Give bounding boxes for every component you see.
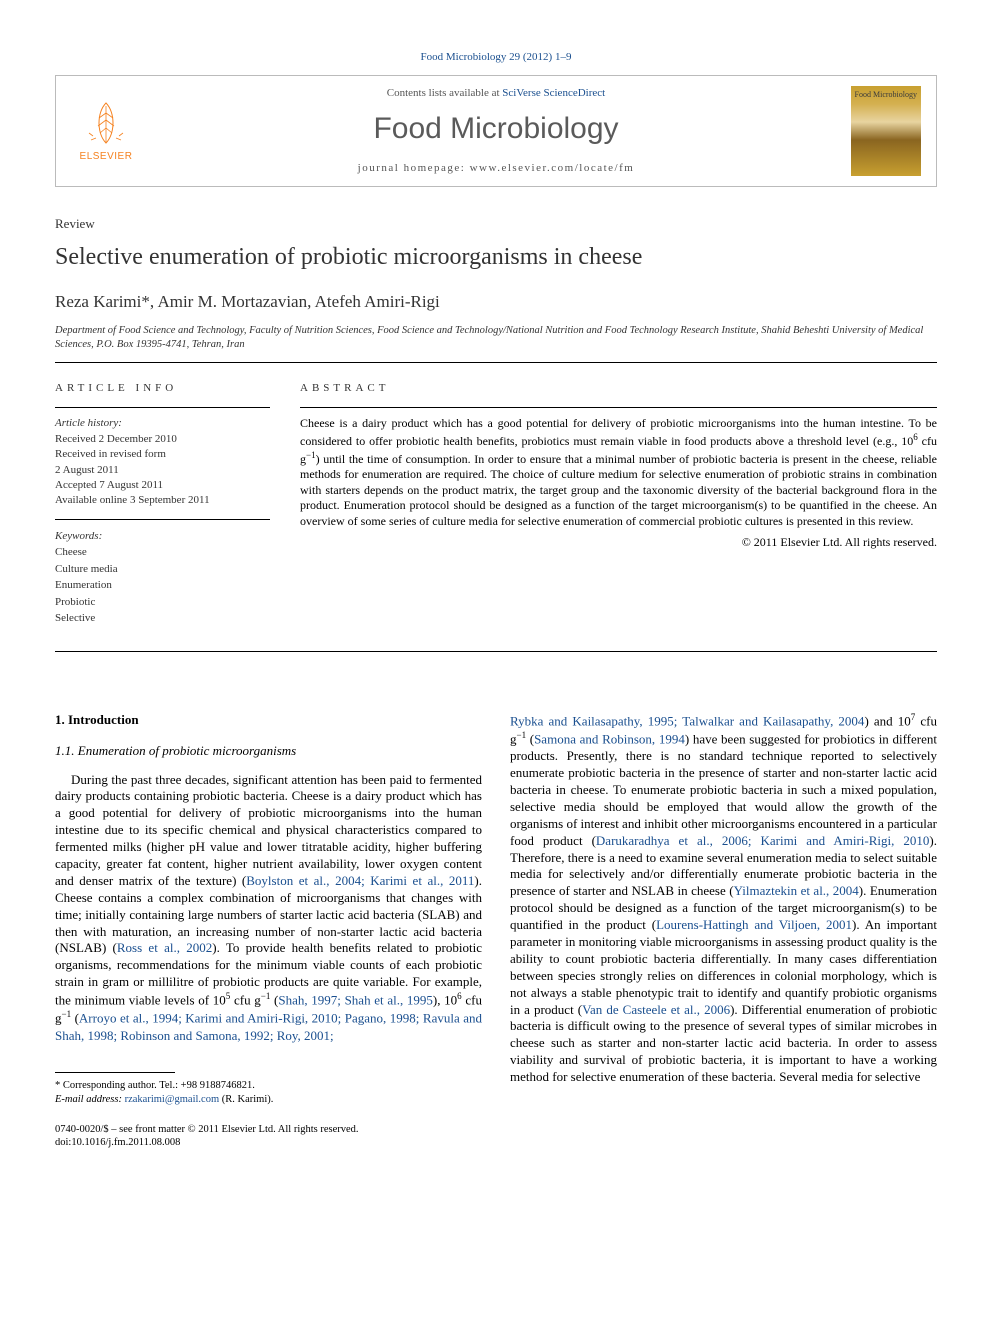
history-online: Available online 3 September 2011 — [55, 493, 270, 508]
keyword-1: Cheese — [55, 544, 270, 561]
keyword-5: Selective — [55, 610, 270, 627]
abstract-copyright: © 2011 Elsevier Ltd. All rights reserved… — [300, 534, 937, 550]
corresponding-author: * Corresponding author. Tel.: +98 918874… — [55, 1079, 482, 1093]
header-center: Contents lists available at SciVerse Sci… — [141, 86, 851, 176]
issn-line: 0740-0020/$ – see front matter © 2011 El… — [55, 1123, 482, 1137]
history-accepted: Accepted 7 August 2011 — [55, 478, 270, 493]
elsevier-logo-text: ELSEVIER — [80, 150, 133, 164]
keyword-2: Culture media — [55, 561, 270, 578]
authors-line: Reza Karimi*, Amir M. Mortazavian, Atefe… — [55, 291, 937, 314]
body-two-columns: 1. Introduction 1.1. Enumeration of prob… — [55, 712, 937, 1150]
article-title: Selective enumeration of probiotic micro… — [55, 243, 937, 272]
keywords-label: Keywords: — [55, 528, 270, 545]
keyword-3: Enumeration — [55, 577, 270, 594]
left-paragraph: During the past three decades, significa… — [55, 772, 482, 1045]
abstract-text: Cheese is a dairy product which has a go… — [300, 416, 937, 529]
elsevier-tree-icon — [81, 98, 131, 148]
history-received: Received 2 December 2010 — [55, 432, 270, 447]
keywords-block: Keywords: Cheese Culture media Enumerati… — [55, 528, 270, 627]
abstract-column: ABSTRACT Cheese is a dairy product which… — [300, 381, 937, 627]
body-column-left: 1. Introduction 1.1. Enumeration of prob… — [55, 712, 482, 1150]
affiliation-line: Department of Food Science and Technolog… — [55, 324, 937, 351]
abstract-label: ABSTRACT — [300, 381, 937, 396]
contents-prefix: Contents lists available at — [387, 87, 502, 99]
elsevier-logo: ELSEVIER — [71, 93, 141, 168]
journal-header-box: ELSEVIER Contents lists available at Sci… — [55, 75, 937, 187]
section-1-heading: 1. Introduction — [55, 712, 482, 729]
homepage-url[interactable]: www.elsevier.com/locate/fm — [470, 162, 635, 174]
history-revised-2: 2 August 2011 — [55, 463, 270, 478]
header-citation: Food Microbiology 29 (2012) 1–9 — [55, 50, 937, 65]
footnotes-block: * Corresponding author. Tel.: +98 918874… — [55, 1079, 482, 1106]
bottom-meta-block: 0740-0020/$ – see front matter © 2011 El… — [55, 1123, 482, 1150]
info-divider-2 — [55, 519, 270, 520]
article-type: Review — [55, 215, 937, 233]
email-suffix: (R. Karimi). — [219, 1094, 273, 1105]
article-history-block: Article history: Received 2 December 201… — [55, 416, 270, 508]
email-address[interactable]: rzakarimi@gmail.com — [125, 1094, 220, 1105]
info-abstract-row: ARTICLE INFO Article history: Received 2… — [55, 381, 937, 627]
info-divider — [55, 407, 270, 408]
article-info-label: ARTICLE INFO — [55, 381, 270, 396]
journal-name: Food Microbiology — [151, 109, 841, 150]
right-paragraph: Rybka and Kailasapathy, 1995; Talwalkar … — [510, 712, 937, 1086]
journal-homepage-line: journal homepage: www.elsevier.com/locat… — [151, 161, 841, 176]
email-label: E-mail address: — [55, 1094, 125, 1105]
divider-before-body — [55, 651, 937, 652]
section-1-1-heading: 1.1. Enumeration of probiotic microorgan… — [55, 743, 482, 760]
footnote-separator — [55, 1072, 175, 1073]
page-container: Food Microbiology 29 (2012) 1–9 ELSEVIER… — [0, 0, 992, 1190]
history-revised-1: Received in revised form — [55, 447, 270, 462]
contents-available-line: Contents lists available at SciVerse Sci… — [151, 86, 841, 101]
email-line: E-mail address: rzakarimi@gmail.com (R. … — [55, 1093, 482, 1107]
journal-cover-thumbnail: Food Microbiology — [851, 86, 921, 176]
sciencedirect-link[interactable]: SciVerse ScienceDirect — [502, 87, 605, 99]
divider-top — [55, 362, 937, 363]
doi-line: doi:10.1016/j.fm.2011.08.008 — [55, 1136, 482, 1150]
body-column-right: Rybka and Kailasapathy, 1995; Talwalkar … — [510, 712, 937, 1150]
keyword-4: Probiotic — [55, 594, 270, 611]
abstract-divider — [300, 407, 937, 408]
article-info-column: ARTICLE INFO Article history: Received 2… — [55, 381, 270, 627]
cover-title: Food Microbiology — [851, 90, 921, 101]
homepage-prefix: journal homepage: — [358, 162, 470, 174]
history-label: Article history: — [55, 416, 270, 431]
